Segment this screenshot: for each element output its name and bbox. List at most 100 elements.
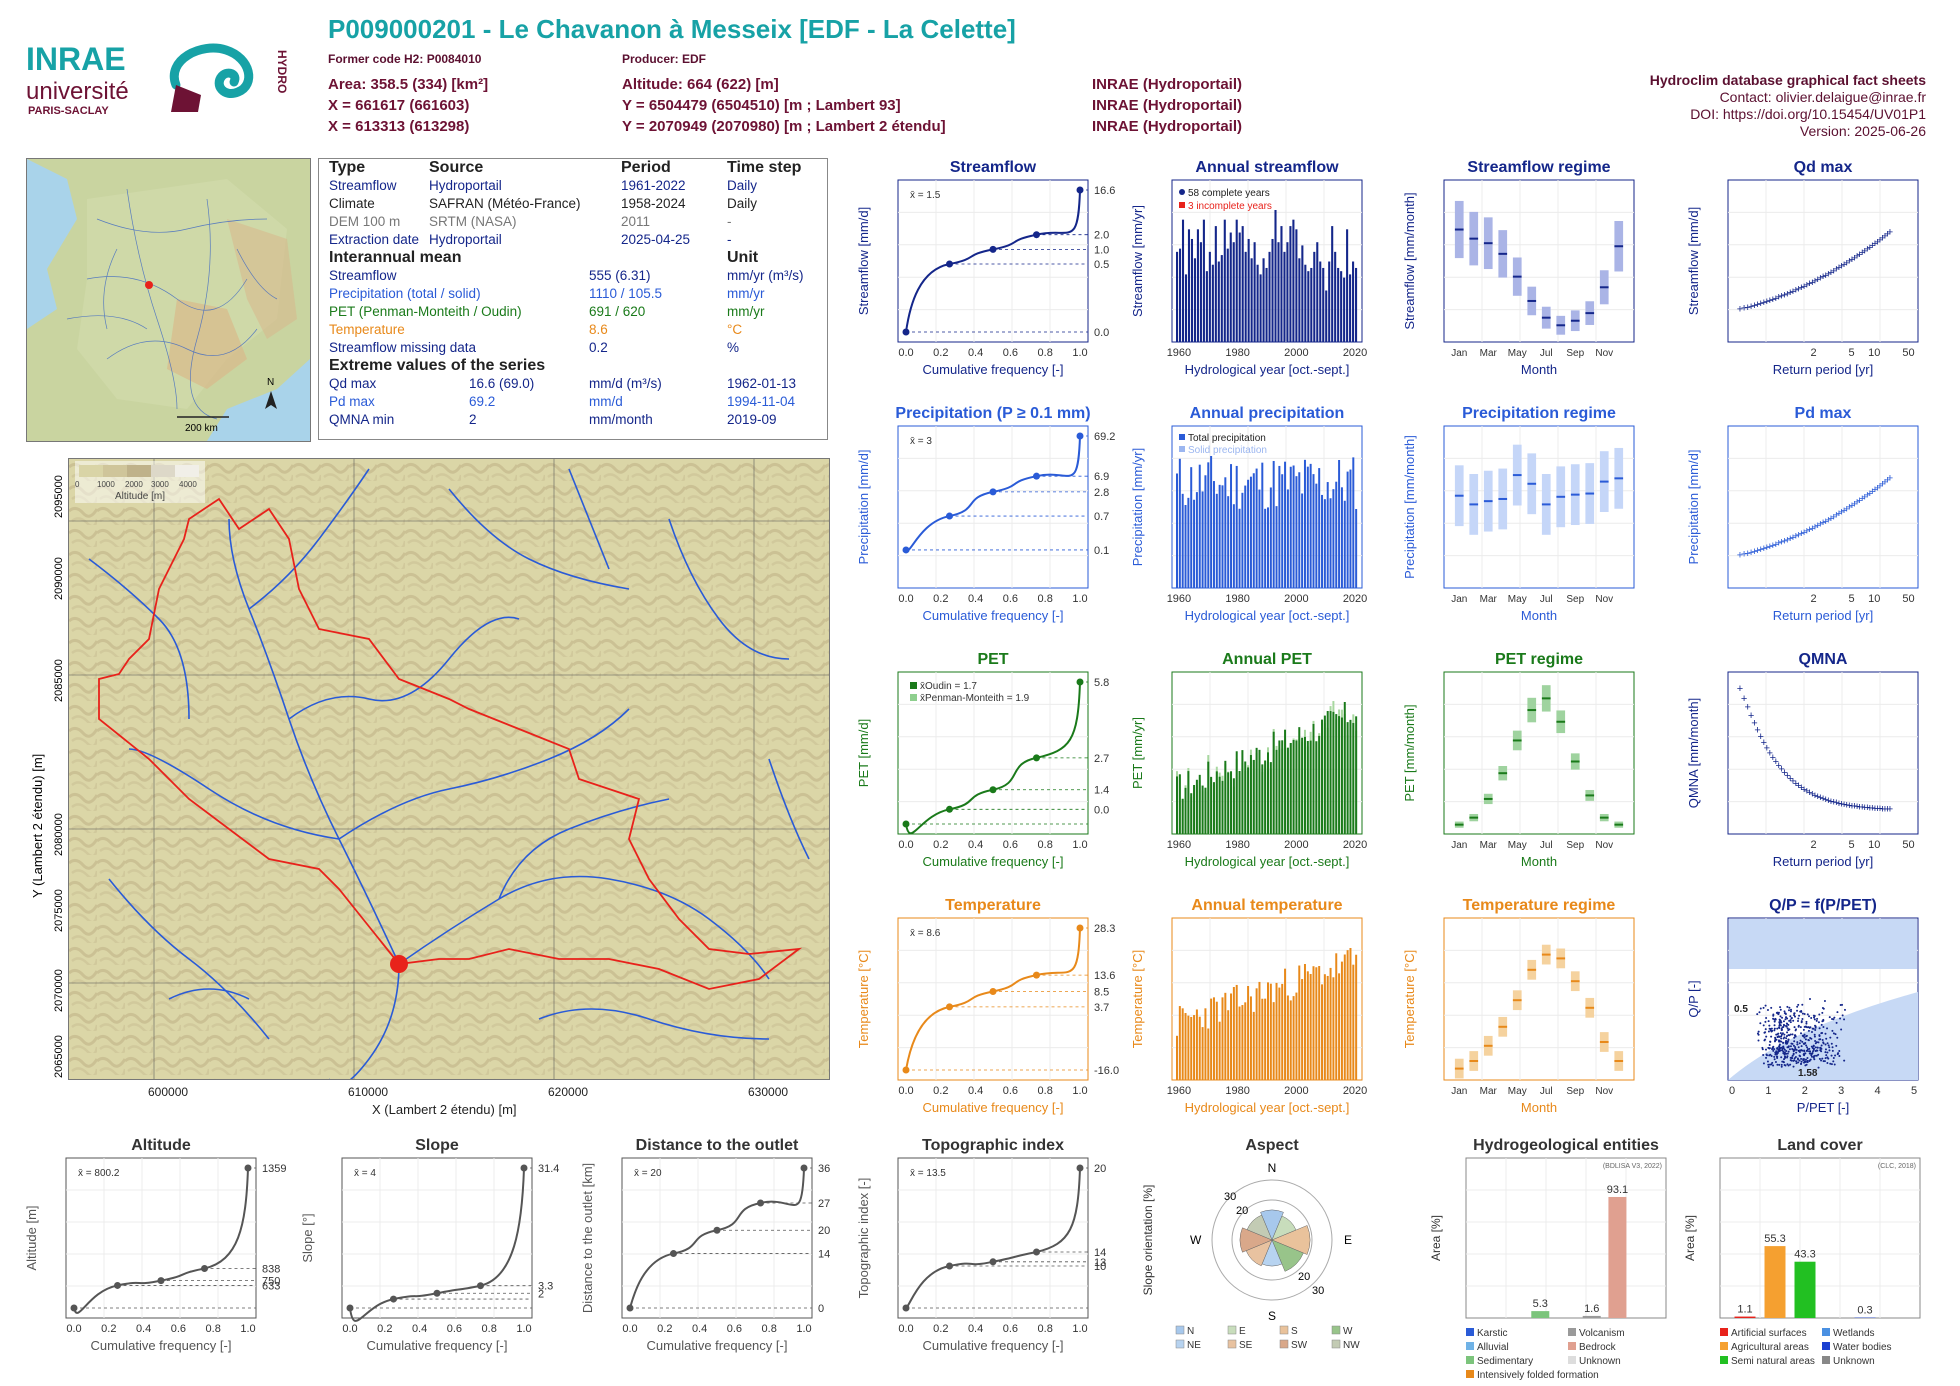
bar <box>1261 998 1264 1080</box>
legend-swatch <box>1279 1339 1289 1349</box>
rp-point: + <box>1795 780 1801 792</box>
x-tick: 0.0 <box>898 1085 913 1097</box>
rp-point: + <box>1737 304 1743 316</box>
qp-point <box>1833 1016 1836 1019</box>
rp-point: + <box>1838 798 1844 810</box>
x-tick: 3 <box>1838 1085 1844 1097</box>
bar <box>1204 475 1207 588</box>
panel-pet-frame <box>897 671 1089 835</box>
qp-point <box>1809 1058 1812 1061</box>
qp-point <box>1803 1050 1806 1053</box>
y-axis-label: Q/P [-] <box>1686 980 1701 1017</box>
panel-distance-to-the-outlet-frame <box>621 1157 813 1319</box>
legend-label: Karstic <box>1477 1328 1508 1339</box>
rp-point: + <box>1801 527 1807 539</box>
rp-point: + <box>1877 803 1883 815</box>
qp-point <box>1773 1048 1776 1051</box>
rp-point: + <box>1846 800 1852 812</box>
cdf-line <box>629 1167 805 1309</box>
bar <box>1269 762 1272 834</box>
info-line-2[interactable]: Contact: olivier.delaigue@inrae.fr <box>1719 89 1926 105</box>
x-tick: 0.2 <box>933 347 948 359</box>
qp-point <box>1776 1035 1779 1038</box>
qp-point <box>1834 1054 1837 1057</box>
bar <box>1195 1009 1198 1080</box>
chart-title: Precipitation (P ≥ 0.1 mm) <box>895 405 1090 422</box>
qp-point <box>1770 1063 1773 1066</box>
bar <box>1531 1311 1550 1318</box>
qp-point <box>1761 1046 1764 1049</box>
bar <box>1278 465 1281 588</box>
qp-point <box>1793 1057 1796 1060</box>
cell: Climate <box>329 196 375 211</box>
qp-point <box>1826 1027 1829 1030</box>
bar <box>1224 760 1227 834</box>
rp-point: + <box>1849 500 1855 512</box>
info-line-3[interactable]: DOI: https://doi.org/10.15454/UV01P1 <box>1690 106 1926 122</box>
bar <box>1252 759 1255 834</box>
bar <box>1204 1008 1207 1080</box>
bar <box>1215 771 1218 834</box>
qp-point <box>1775 1052 1778 1055</box>
qp-point <box>1768 1047 1771 1050</box>
x-tick: Sep <box>1566 594 1584 605</box>
y-axis-label: Distance to the outlet [km] <box>580 1163 595 1313</box>
qp-point <box>1805 1022 1808 1025</box>
rp-point: + <box>1795 529 1801 541</box>
rp-point: + <box>1849 254 1855 266</box>
cell: mm/yr (m³/s) <box>727 268 804 283</box>
bar <box>1256 264 1259 342</box>
legend-swatch <box>1227 1325 1237 1335</box>
bar <box>1212 782 1215 834</box>
qp-point <box>1782 1052 1785 1055</box>
cell: Qd max <box>329 376 377 391</box>
qp-point <box>1797 1017 1800 1020</box>
rp-point: + <box>1806 524 1812 536</box>
bar <box>1298 727 1301 834</box>
bar <box>1325 290 1328 342</box>
qp-point <box>1773 1027 1776 1030</box>
x-lambert93: X = 661617 (661603) <box>328 97 470 114</box>
legend-swatch <box>1179 434 1185 440</box>
qp-point <box>1786 1056 1789 1059</box>
qp-point <box>1773 1024 1776 1027</box>
bar <box>1332 977 1335 1080</box>
legend-label: NW <box>1343 1340 1360 1351</box>
qp-point <box>1818 1027 1821 1030</box>
qp-point <box>1808 1015 1811 1018</box>
bar <box>1184 787 1187 834</box>
qp-point <box>1832 1032 1835 1035</box>
x-tick: Mar <box>1480 594 1498 605</box>
qp-point <box>1814 1026 1817 1029</box>
qp-point <box>1824 1057 1827 1060</box>
bar <box>1208 251 1211 342</box>
qp-point <box>1776 1012 1779 1015</box>
bar <box>1306 740 1309 834</box>
bar <box>1298 965 1301 1080</box>
legend-label: SE <box>1239 1340 1253 1351</box>
y-axis-label: Temperature [°C] <box>1130 950 1145 1048</box>
ring-label: 30 <box>1312 1285 1324 1297</box>
bar <box>1201 1027 1204 1080</box>
x-axis-label: Month <box>1521 854 1557 869</box>
bar <box>1269 487 1272 588</box>
dir-label: W <box>1190 1233 1202 1247</box>
y-axis-label: PET [mm/d] <box>856 719 871 787</box>
bar <box>1235 219 1238 342</box>
rp-point: + <box>1884 229 1890 241</box>
qp-point <box>1772 1064 1775 1067</box>
qp-point <box>1775 1033 1778 1036</box>
qp-point <box>1777 1032 1780 1035</box>
chart-title: Aspect <box>1245 1137 1299 1154</box>
x-tick: Nov <box>1595 348 1613 359</box>
info-line-1: Hydroclim database graphical fact sheets <box>1649 72 1926 88</box>
rp-point: + <box>1820 517 1826 529</box>
legend-label: Agricultural areas <box>1731 1342 1809 1353</box>
qp-point <box>1794 1056 1797 1059</box>
bar <box>1258 749 1261 834</box>
rp-point: + <box>1874 803 1880 815</box>
cell: 16.6 (69.0) <box>469 376 535 391</box>
bar <box>1349 274 1352 342</box>
qp-point <box>1791 1042 1794 1045</box>
rp-point: + <box>1767 747 1773 759</box>
